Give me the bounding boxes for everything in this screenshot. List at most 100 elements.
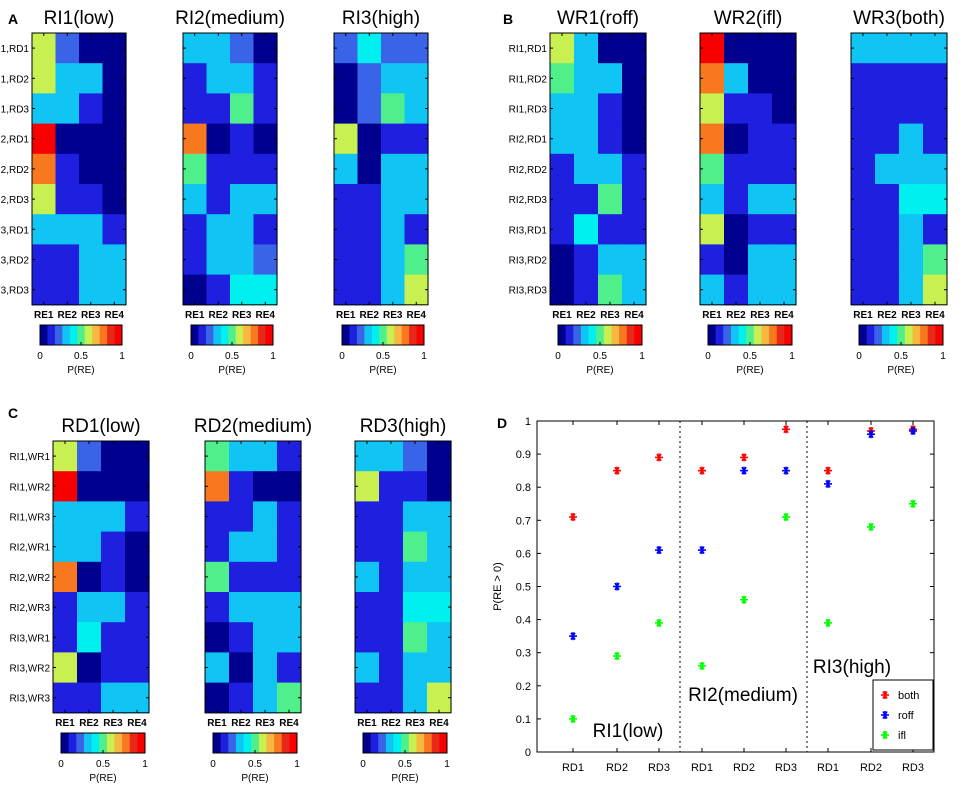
heatmap-cell	[748, 214, 773, 245]
heatmap-cell	[598, 93, 623, 125]
heatmap-cell	[851, 153, 876, 185]
y-axis-label: P(RE > 0)	[492, 562, 504, 611]
col-label: RE3	[750, 310, 770, 321]
heatmap-cell	[355, 622, 380, 653]
heatmap-cell	[357, 214, 382, 245]
heatmap-cell	[357, 123, 382, 155]
heatmap-cell	[334, 153, 359, 185]
colorbar-swatch	[213, 733, 222, 753]
colorbar-swatch	[243, 733, 252, 753]
heatmap-cell	[206, 274, 231, 306]
data-point	[698, 466, 706, 475]
heatmap-cell	[229, 592, 254, 623]
data-point	[881, 731, 889, 739]
row-label: RI2,RD3	[509, 195, 548, 206]
heatmap-cell	[404, 93, 429, 125]
col-label: RE2	[231, 718, 251, 729]
colorbar-tick-label: 0	[555, 351, 561, 362]
heatmap-cell	[32, 123, 57, 155]
heatmap-cell	[102, 33, 127, 64]
colorbar-swatch	[611, 325, 620, 345]
heatmap-cell	[381, 244, 406, 276]
colorbar-swatch	[281, 733, 290, 753]
heatmap-cell	[851, 214, 876, 245]
heatmap-cell	[277, 592, 302, 623]
heatmap-cell	[77, 471, 102, 502]
row-label: RI2,WR2	[9, 573, 50, 584]
heatmap-cell	[355, 531, 380, 563]
heatmap-cell	[79, 244, 104, 276]
heatmap-cell	[229, 501, 254, 533]
heatmap-cell	[102, 123, 127, 155]
colorbar-swatch	[40, 325, 48, 345]
colorbar-tick-label: 1	[142, 759, 148, 770]
colorbar-label: P(RE)	[586, 365, 613, 376]
colorbar-swatch	[723, 325, 732, 345]
colorbar-tick-label: 0	[210, 759, 216, 770]
colorbar-swatch	[715, 325, 724, 345]
heatmap-cell	[772, 123, 797, 155]
heatmap-cell	[550, 93, 575, 125]
col-label: RE2	[576, 310, 596, 321]
heatmap-cell	[550, 274, 575, 306]
colorbar-tick-label: 0	[705, 351, 711, 362]
heatmap-cell	[403, 441, 428, 472]
row-label: RI2,WR1	[9, 543, 50, 554]
heatmap-cell	[253, 184, 278, 215]
heatmap-cell	[206, 93, 231, 125]
colorbar-tick-label: 1	[940, 351, 946, 362]
heatmap-cell	[53, 622, 78, 653]
y-tick-label: 1	[525, 416, 531, 428]
colorbar-swatch	[619, 325, 628, 345]
heatmap-cell	[427, 652, 452, 684]
colorbar-swatch	[859, 325, 868, 345]
heatmap-cell	[77, 501, 102, 533]
heatmap-cell	[253, 592, 278, 623]
heatmap-cell	[622, 184, 647, 215]
data-point	[655, 618, 663, 627]
heatmap-cell	[357, 33, 382, 64]
colorbar-swatch	[416, 733, 425, 753]
heatmap-cell	[79, 93, 104, 125]
y-tick-label: 0.9	[516, 449, 531, 461]
group-label: RI3(high)	[813, 657, 891, 678]
heatmap-cell	[622, 153, 647, 185]
row-label: WR3,RD2	[0, 256, 29, 267]
heatmap-cell	[598, 244, 623, 276]
y-tick-label: 0.6	[516, 548, 531, 560]
heatmap-cell	[403, 622, 428, 653]
col-label: RE4	[774, 310, 794, 321]
heatmap-cell	[253, 93, 278, 125]
colorbar-tick-label: 0	[188, 351, 194, 362]
heatmap-cell	[101, 592, 126, 623]
heatmap-cell	[622, 244, 647, 276]
colorbar-label: P(RE)	[89, 773, 116, 784]
colorbar-swatch	[927, 325, 936, 345]
heatmap-cell	[923, 244, 948, 276]
heatmap-title: RI1(low)	[44, 8, 115, 29]
heatmap-cell	[253, 682, 278, 714]
colorbar-swatch	[349, 325, 358, 345]
y-tick-label: 0.1	[516, 714, 531, 726]
colorbar-swatch	[596, 325, 605, 345]
heatmap-cell	[183, 123, 208, 155]
y-tick-label: 0	[525, 747, 531, 759]
colorbar-label: P(RE)	[391, 773, 418, 784]
colorbar-tick-label: 1	[639, 351, 645, 362]
colorbar-swatch	[580, 325, 590, 345]
colorbar-swatch	[385, 733, 395, 753]
heatmap-cell	[700, 123, 725, 155]
heatmap-cell	[772, 274, 797, 306]
colorbar-label: P(RE)	[241, 773, 268, 784]
heatmap-cell	[923, 153, 948, 185]
heatmap-cell	[55, 244, 80, 276]
heatmap-cell	[230, 244, 255, 276]
heatmap-cell	[253, 501, 278, 533]
colorbar-swatch	[235, 325, 244, 345]
colorbar-swatch	[603, 325, 612, 345]
heatmap-cell	[77, 561, 102, 593]
heatmap-cell	[379, 592, 404, 623]
col-label: RE3	[255, 718, 275, 729]
heatmap-cell	[724, 274, 749, 306]
heatmap-cell	[851, 184, 876, 215]
